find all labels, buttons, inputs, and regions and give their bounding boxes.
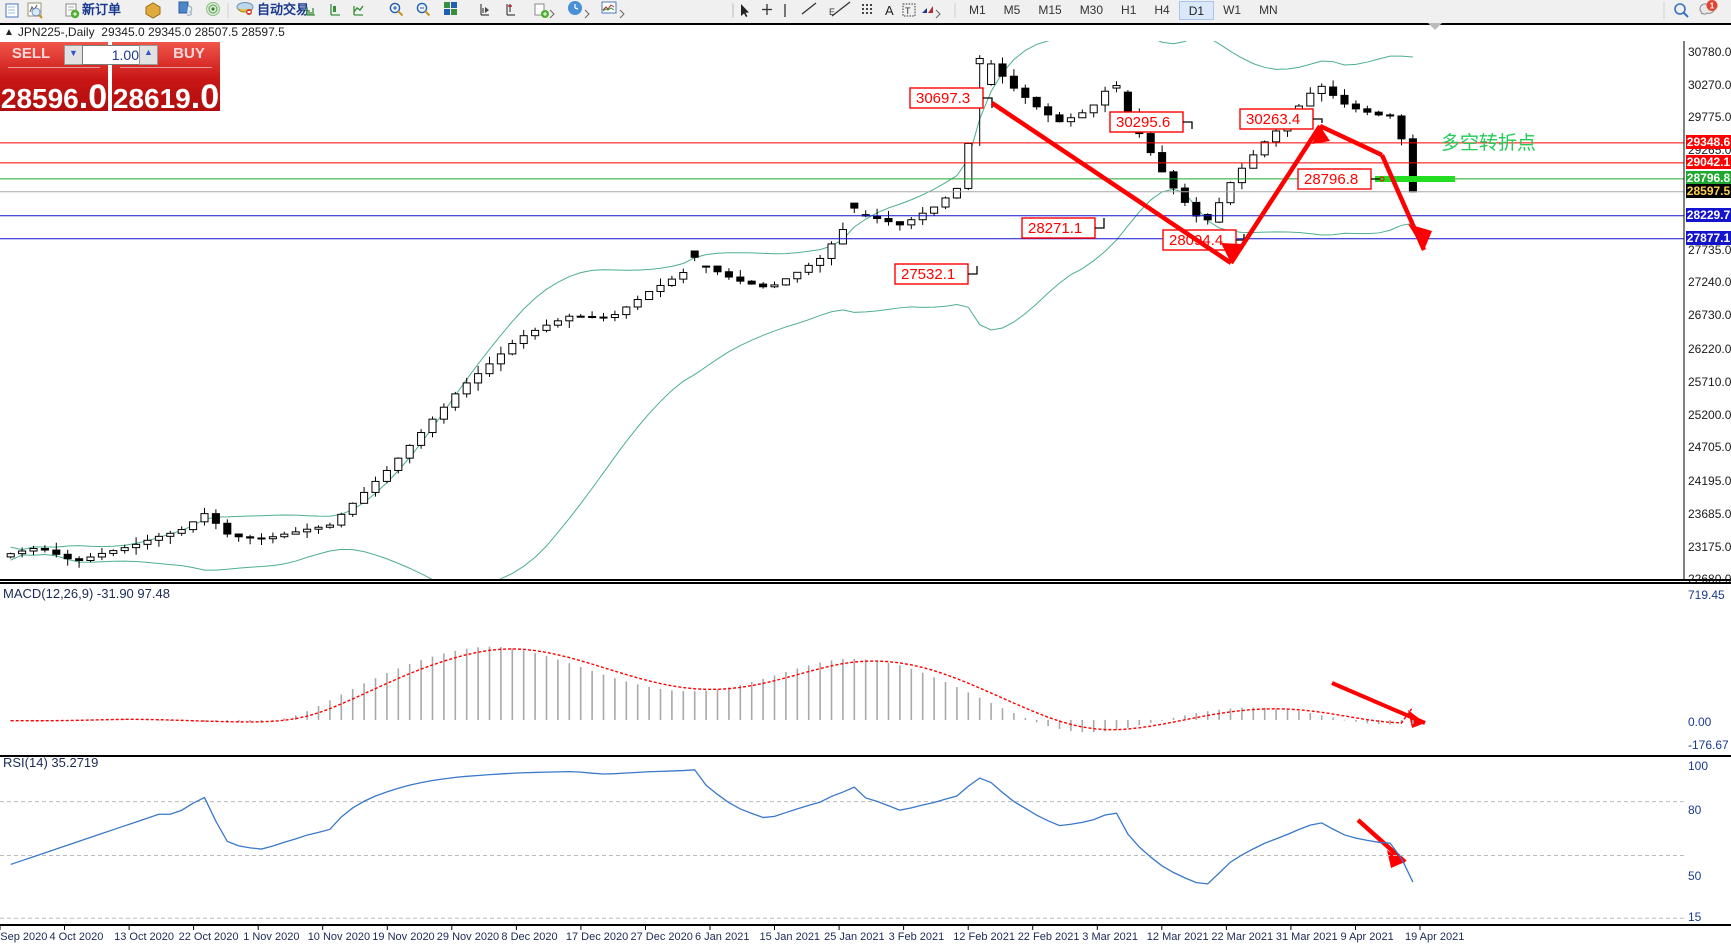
svg-text:28796.8: 28796.8 — [1304, 171, 1358, 188]
svg-text:T: T — [905, 6, 911, 16]
svg-text:新订单: 新订单 — [82, 2, 121, 17]
svg-text:28271.1: 28271.1 — [1028, 220, 1082, 237]
svg-text:30295.6: 30295.6 — [1116, 114, 1170, 131]
svg-text:27532.1: 27532.1 — [901, 266, 955, 283]
svg-text:自动交易: 自动交易 — [257, 2, 309, 17]
svg-text:30697.3: 30697.3 — [916, 90, 970, 107]
svg-text:E: E — [829, 7, 835, 17]
svg-text:30263.4: 30263.4 — [1246, 111, 1300, 128]
svg-text:A: A — [885, 3, 894, 18]
svg-text:多空转折点: 多空转折点 — [1441, 132, 1536, 154]
svg-text:1: 1 — [1710, 0, 1715, 10]
